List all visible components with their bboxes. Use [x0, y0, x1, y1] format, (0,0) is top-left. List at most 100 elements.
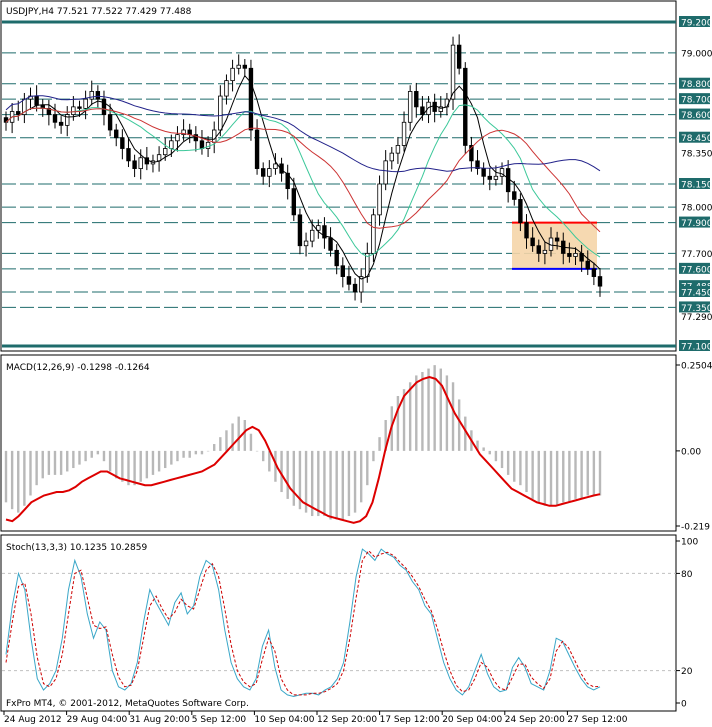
stoch-pane-frame [0, 534, 677, 712]
macd-bar [59, 450, 63, 475]
price-tick-box [679, 216, 710, 228]
stoch-lines [5, 548, 601, 698]
macd-bar [433, 365, 436, 451]
macd-bar [41, 450, 44, 479]
macd-bar [568, 450, 571, 503]
macd-bar [537, 450, 540, 503]
macd-bar [115, 450, 118, 479]
bull-candle [273, 163, 278, 169]
time-tick-label: 17 Sep 12:00 [380, 715, 440, 725]
macd-bar [219, 437, 222, 451]
price-tick-box [679, 280, 710, 292]
bull-candle [89, 91, 94, 100]
bull-candle [205, 141, 211, 149]
bear-candle [291, 188, 297, 216]
macd-bar [347, 450, 351, 517]
macd-bar [513, 450, 516, 482]
macd-axis: 0.2504 0.00 -0.219 [676, 362, 712, 533]
stoch-main-line [5, 548, 601, 698]
bear-candle [512, 191, 517, 200]
macd-bar [225, 430, 228, 451]
bear-candle [101, 98, 107, 115]
time-tick-label: 24 Sep 20:00 [505, 715, 565, 725]
price-tick-label: 77.290 [681, 313, 712, 323]
macd-bar [598, 450, 602, 496]
macd-bar [47, 450, 51, 475]
bear-candle [414, 91, 419, 108]
macd-tick-label: 0.2504 [681, 362, 712, 372]
price-tick-box [679, 77, 710, 89]
bull-candle [573, 253, 578, 257]
price-tick-label: 78.000 [681, 204, 712, 214]
macd-bar [176, 450, 179, 462]
bear-candle [536, 245, 541, 254]
stoch-tick-label: 20 [681, 667, 693, 677]
bear-candle [279, 163, 284, 174]
macd-header: MACD(12,26,9) -0.1298 -0.1264 [6, 363, 150, 373]
bear-candle [585, 260, 590, 270]
moving-average-3 [5, 95, 601, 173]
bear-candle [114, 129, 119, 139]
macd-bar [519, 450, 522, 486]
bull-candle [230, 67, 235, 82]
macd-bar [592, 450, 596, 496]
bull-candle [438, 106, 443, 112]
bear-candle [463, 67, 468, 146]
bear-candle [456, 44, 462, 69]
bear-candle [16, 111, 21, 115]
macd-bar [531, 450, 534, 499]
price-tick-box [679, 301, 710, 313]
bear-candle [469, 145, 474, 162]
bear-candle [254, 129, 260, 169]
price-tick-label: 79.200 [681, 19, 712, 29]
bear-candle [505, 168, 511, 193]
bear-candle [322, 225, 327, 239]
macd-bar [96, 450, 100, 455]
bull-candle [138, 157, 143, 169]
macd-bar [317, 450, 320, 517]
macd-bar [72, 450, 75, 469]
bull-candle [426, 101, 431, 115]
bear-candle [567, 253, 572, 257]
bull-candle [316, 225, 321, 231]
macd-bar [237, 416, 240, 451]
bull-candle [218, 95, 223, 131]
bear-candle [46, 108, 52, 115]
price-tick-box [679, 131, 710, 143]
macd-bar [555, 450, 559, 506]
bear-candle [481, 168, 486, 177]
bear-candle [352, 283, 358, 293]
stoch-tick-label: 80 [681, 570, 693, 580]
macd-signal [5, 376, 601, 524]
stoch-axis: 100 80 20 0 [676, 538, 698, 710]
macd-bar [488, 450, 491, 455]
macd-bar [206, 450, 210, 452]
moving-average-2 [5, 107, 601, 233]
macd-bar [292, 450, 296, 506]
moving-average-0 [5, 74, 601, 280]
macd-bar [243, 420, 247, 451]
macd-bar [78, 450, 81, 465]
macd-bar [194, 450, 198, 455]
bull-candle [181, 129, 186, 136]
time-tick-label: 5 Sep 12:00 [192, 715, 247, 725]
macd-bar [145, 450, 149, 479]
stoch-tick-label: 100 [681, 538, 698, 548]
macd-tick-label: 0.00 [681, 447, 701, 457]
price-tick-label: 78.150 [681, 181, 712, 191]
price-levels [2, 20, 676, 348]
macd-bar [200, 450, 204, 455]
price-tick-box [679, 108, 710, 120]
price-axis: 79.200 79.000 78.800 78.700 78.600 78.450 78.3… [679, 16, 712, 353]
macd-bar [574, 450, 577, 499]
bear-candle [242, 64, 248, 69]
time-tick-label: 29 Aug 04:00 [67, 715, 128, 725]
macd-bar [580, 450, 583, 499]
bull-candle [401, 121, 407, 146]
macd-bar [261, 450, 265, 462]
macd-bar [298, 450, 302, 510]
macd-bar [108, 450, 112, 472]
bull-candle [389, 152, 394, 162]
macd-bar [127, 450, 130, 486]
bear-candle [120, 137, 125, 149]
